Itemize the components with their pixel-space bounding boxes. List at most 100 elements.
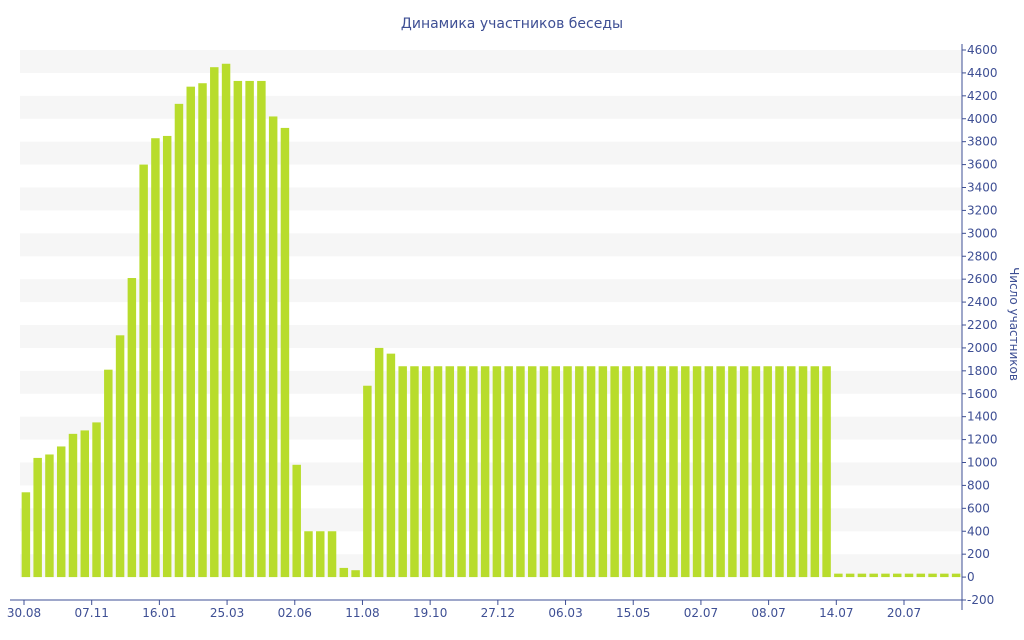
y-tick-label: 2200: [967, 318, 998, 332]
grid-band: [20, 141, 962, 165]
bar: [257, 80, 266, 578]
bar: [292, 464, 301, 578]
y-tick-label: 1800: [967, 364, 998, 378]
x-tick-label: 02.07: [684, 606, 718, 620]
bar: [681, 366, 690, 578]
y-axis: -200 0 200 400 600 800 1000 1200 1400 1600 1800 200…: [961, 43, 998, 610]
y-tick-label: 800: [967, 478, 990, 492]
bar: [68, 433, 78, 578]
bar: [798, 366, 808, 578]
x-axis: 30.08 07.11 16.01 25.03 02.06 11.08 19.10 27.12…: [7, 599, 962, 620]
bar: [586, 366, 596, 578]
bar: [810, 366, 820, 578]
bar: [892, 573, 902, 578]
bar: [433, 366, 443, 578]
bar: [940, 573, 949, 578]
bar: [728, 366, 737, 578]
grid-band: [20, 416, 962, 440]
x-tick-label: 30.08: [7, 606, 41, 620]
x-tick-label: 11.08: [345, 606, 379, 620]
bar: [363, 385, 372, 578]
bar: [916, 573, 926, 578]
bar: [304, 531, 313, 578]
y-tick-label: 4200: [967, 89, 998, 103]
y-tick-label: 4000: [967, 112, 998, 126]
bar: [716, 366, 725, 578]
y-tick-label: 4400: [967, 66, 998, 80]
bar: [704, 366, 714, 578]
bar: [151, 138, 160, 578]
bar: [787, 366, 796, 578]
bar: [504, 366, 513, 578]
bar: [480, 366, 490, 578]
y-tick-label: 2000: [967, 341, 998, 355]
grid-band: [20, 279, 962, 303]
bar: [92, 422, 101, 578]
x-tick-label: 16.01: [142, 606, 176, 620]
y-axis-label: Число участников: [1007, 267, 1021, 381]
bar: [751, 366, 761, 578]
grid-band: [20, 508, 962, 532]
grid-bands: [20, 50, 962, 578]
bar: [21, 492, 31, 578]
grid-band: [20, 462, 962, 486]
bar: [669, 366, 678, 578]
bar: [351, 570, 360, 578]
bar: [492, 366, 502, 578]
bar: [692, 366, 702, 578]
bar: [834, 573, 843, 578]
bar: [104, 369, 113, 578]
bar: [598, 366, 608, 578]
bar: [857, 573, 867, 578]
bar: [316, 531, 325, 578]
bar: [539, 366, 549, 578]
y-tick-label: 1400: [967, 410, 998, 424]
x-tick-label: 25.03: [210, 606, 244, 620]
bar: [198, 83, 207, 578]
y-tick-label: 3600: [967, 158, 998, 172]
bar: [457, 366, 466, 578]
y-tick-label: 200: [967, 547, 990, 561]
x-tick-label: 20.07: [887, 606, 921, 620]
x-tick-label: 15.05: [616, 606, 650, 620]
bar: [845, 573, 855, 578]
bar: [516, 366, 525, 578]
bar: [645, 366, 655, 578]
x-tick-label: 19.10: [413, 606, 447, 620]
bar: [186, 86, 195, 578]
bar: [45, 454, 54, 578]
bar: [386, 353, 396, 578]
bar: [398, 366, 407, 578]
x-tick-label: 06.03: [548, 606, 582, 620]
x-tick-label: 14.07: [819, 606, 853, 620]
bar: [233, 80, 243, 578]
y-tick-label: 4600: [967, 43, 998, 57]
y-tick-label: 0: [967, 570, 975, 584]
bar: [563, 366, 572, 578]
x-tick-label: 27.12: [481, 606, 515, 620]
bar: [763, 366, 772, 578]
y-tick-label: 3800: [967, 135, 998, 149]
bar: [327, 531, 337, 578]
y-tick-label: 1000: [967, 456, 998, 470]
grid-band: [20, 187, 962, 211]
bar: [527, 366, 537, 578]
bar: [610, 366, 619, 578]
y-tick-label: 1600: [967, 387, 998, 401]
bars: [21, 63, 961, 578]
x-tick-label: 07.11: [75, 606, 109, 620]
bar: [822, 366, 831, 578]
bar: [928, 573, 937, 578]
bar: [633, 366, 643, 578]
bar: [245, 80, 254, 578]
bar: [280, 127, 290, 578]
bar: [575, 366, 584, 578]
grid-band: [20, 95, 962, 119]
grid-band: [20, 370, 962, 394]
grid-band: [20, 50, 962, 73]
x-tick-label: 08.07: [751, 606, 785, 620]
bar: [657, 366, 666, 578]
bar: [210, 67, 219, 578]
bar: [739, 366, 749, 578]
